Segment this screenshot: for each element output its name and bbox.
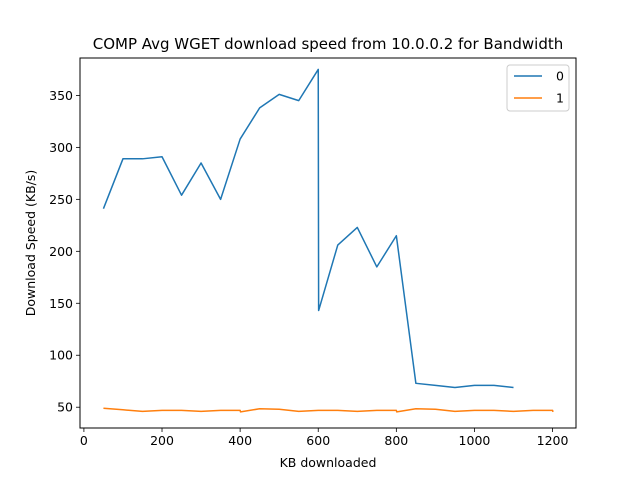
x-tick-label: 200 bbox=[150, 433, 174, 448]
x-tick-label: 600 bbox=[306, 433, 330, 448]
x-tick-label: 1200 bbox=[537, 433, 569, 448]
y-tick-label: 300 bbox=[49, 140, 73, 155]
series-line-1 bbox=[103, 407, 554, 413]
y-tick-label: 200 bbox=[49, 244, 73, 259]
y-tick-label: 150 bbox=[49, 296, 73, 311]
x-axis-label: KB downloaded bbox=[280, 455, 377, 470]
y-tick-label: 100 bbox=[49, 348, 73, 363]
x-tick-label: 800 bbox=[384, 433, 408, 448]
y-tick-label: 50 bbox=[57, 400, 73, 415]
plot-frame bbox=[79, 57, 577, 429]
x-tick-label: 1000 bbox=[459, 433, 491, 448]
legend: 01 bbox=[506, 64, 570, 112]
x-tick-label: 0 bbox=[80, 433, 88, 448]
x-tick-label: 400 bbox=[228, 433, 252, 448]
series-line-0 bbox=[102, 68, 514, 389]
chart-title: COMP Avg WGET download speed from 10.0.0… bbox=[93, 35, 564, 53]
y-axis-label: Download Speed (KB/s) bbox=[23, 170, 38, 317]
x-axis: 0 200 400 600 800 1000 1200 bbox=[80, 428, 569, 448]
y-tick-label: 250 bbox=[49, 192, 73, 207]
y-axis: 50 100 150 200 250 300 350 bbox=[49, 88, 80, 415]
plot-area bbox=[102, 68, 554, 413]
legend-label-0: 0 bbox=[556, 69, 564, 84]
legend-label-1: 1 bbox=[556, 91, 564, 106]
y-tick-label: 350 bbox=[49, 88, 73, 103]
